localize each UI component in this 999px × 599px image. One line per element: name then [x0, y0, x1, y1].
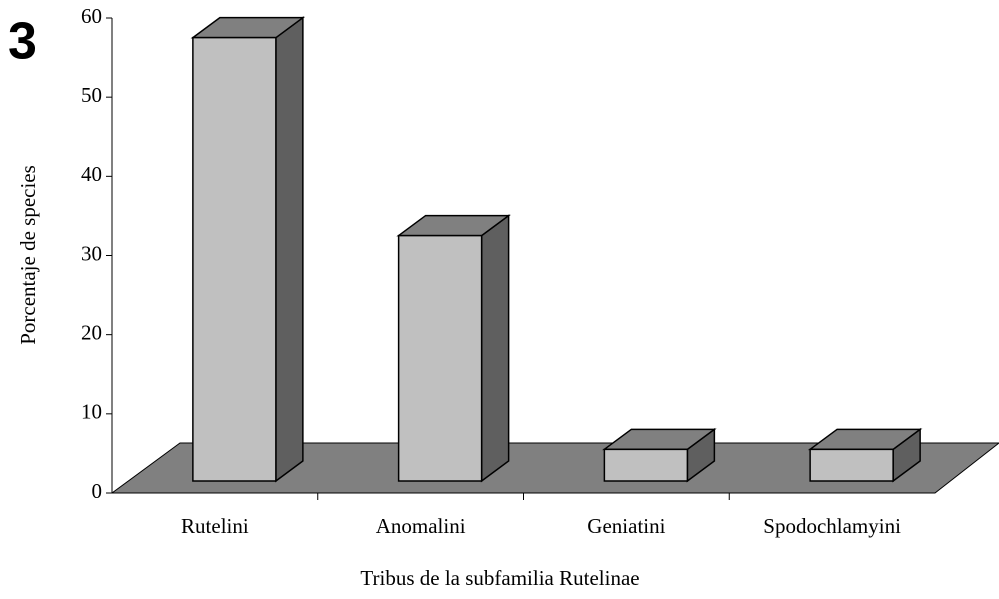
- y-tick-label: 50: [81, 83, 102, 107]
- bar: [396, 214, 511, 483]
- x-tick-label: Anomalini: [376, 514, 466, 538]
- x-tick-label: Rutelini: [181, 514, 249, 538]
- bar-front: [192, 36, 277, 482]
- y-tick-label: 30: [81, 241, 102, 265]
- x-tick-label: Spodochlamyini: [763, 514, 901, 538]
- bar: [602, 427, 717, 483]
- figure-label: 3: [8, 13, 37, 71]
- y-tick-label: 40: [81, 162, 102, 186]
- y-tick-label: 20: [81, 320, 102, 344]
- y-axis-label: Porcentaje de species: [16, 165, 40, 345]
- bar: [190, 16, 306, 483]
- y-tick-label: 60: [81, 4, 102, 28]
- x-tick-label: Geniatini: [587, 514, 665, 538]
- x-axis-label: Tribus de la subfamilia Rutelinae: [360, 566, 639, 590]
- bar: [807, 427, 923, 483]
- bar-front: [397, 234, 483, 482]
- y-tick-label: 0: [92, 479, 103, 503]
- y-tick-label: 10: [81, 400, 102, 424]
- bar-side: [480, 214, 510, 483]
- bar-side: [275, 16, 304, 483]
- bar-front: [603, 448, 689, 482]
- bar-front: [809, 448, 894, 482]
